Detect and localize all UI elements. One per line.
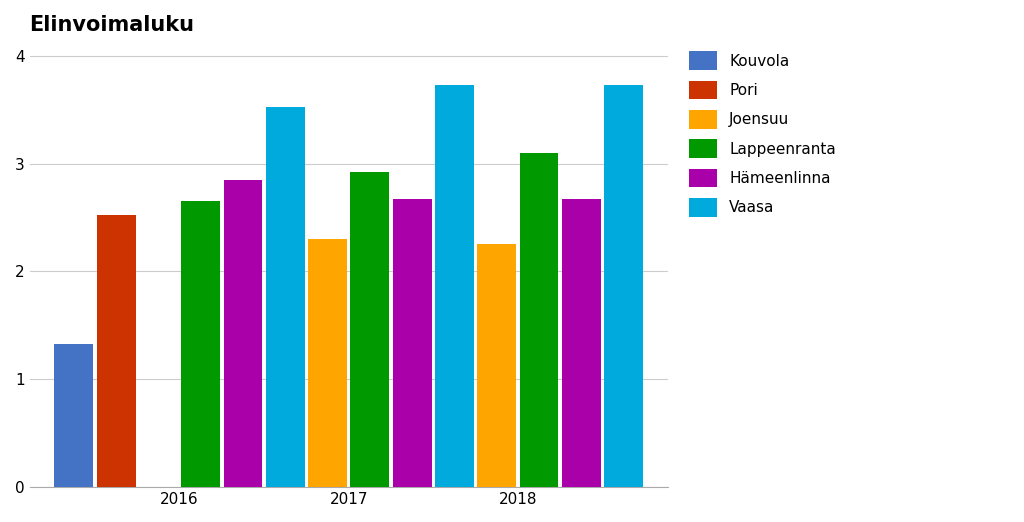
- Bar: [54, 343, 93, 487]
- Bar: [604, 85, 643, 487]
- Bar: [181, 201, 220, 487]
- Text: Elinvoimaluku: Elinvoimaluku: [30, 15, 195, 35]
- Bar: [562, 199, 601, 487]
- Bar: [96, 215, 135, 487]
- Bar: [266, 108, 305, 487]
- Bar: [519, 153, 558, 487]
- Bar: [435, 205, 474, 487]
- Bar: [477, 244, 516, 487]
- Bar: [308, 239, 347, 487]
- Bar: [266, 212, 305, 487]
- Bar: [223, 180, 262, 487]
- Bar: [393, 347, 431, 487]
- Bar: [435, 85, 474, 487]
- Legend: Kouvola, Pori, Joensuu, Lappeenranta, Hämeenlinna, Vaasa: Kouvola, Pori, Joensuu, Lappeenranta, Hä…: [682, 44, 844, 224]
- Bar: [393, 199, 431, 487]
- Bar: [350, 172, 389, 487]
- Bar: [223, 347, 262, 487]
